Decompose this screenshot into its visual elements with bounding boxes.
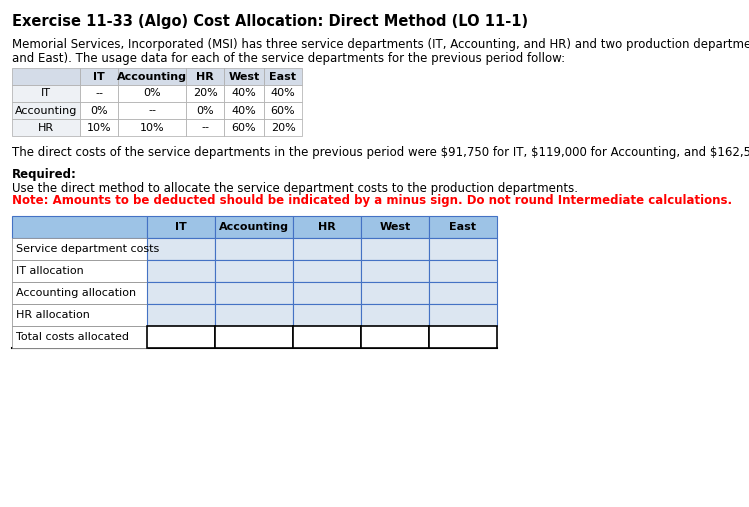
Text: --: -- — [201, 123, 209, 132]
Text: HR: HR — [318, 222, 336, 232]
Text: HR allocation: HR allocation — [16, 310, 90, 320]
Text: The direct costs of the service departments in the previous period were $91,750 : The direct costs of the service departme… — [12, 146, 749, 159]
Text: Total costs allocated: Total costs allocated — [16, 332, 129, 342]
Text: --: -- — [148, 105, 156, 116]
Text: IT: IT — [93, 71, 105, 82]
Text: 40%: 40% — [231, 105, 256, 116]
Text: Use the direct method to allocate the service department costs to the production: Use the direct method to allocate the se… — [12, 182, 578, 195]
Text: West: West — [228, 71, 260, 82]
Text: 60%: 60% — [270, 105, 295, 116]
Text: Accounting: Accounting — [219, 222, 289, 232]
Text: Exercise 11-33 (Algo) Cost Allocation: Direct Method (LO 11-1): Exercise 11-33 (Algo) Cost Allocation: D… — [12, 14, 528, 29]
Text: 0%: 0% — [90, 105, 108, 116]
Text: IT: IT — [175, 222, 187, 232]
Text: Note: Amounts to be deducted should be indicated by a minus sign. Do not round I: Note: Amounts to be deducted should be i… — [12, 194, 732, 207]
Text: 40%: 40% — [270, 89, 295, 98]
Text: Memorial Services, Incorporated (MSI) has three service departments (IT, Account: Memorial Services, Incorporated (MSI) ha… — [12, 38, 749, 51]
Text: 60%: 60% — [231, 123, 256, 132]
Text: 0%: 0% — [143, 89, 161, 98]
Text: 10%: 10% — [139, 123, 164, 132]
Text: IT allocation: IT allocation — [16, 266, 84, 276]
Text: 20%: 20% — [270, 123, 295, 132]
Text: East: East — [270, 71, 297, 82]
Text: 10%: 10% — [87, 123, 112, 132]
Text: Accounting: Accounting — [15, 105, 77, 116]
Text: East: East — [449, 222, 476, 232]
Text: Required:: Required: — [12, 168, 77, 181]
Text: 40%: 40% — [231, 89, 256, 98]
Text: Accounting: Accounting — [117, 71, 187, 82]
Text: --: -- — [95, 89, 103, 98]
Text: HR: HR — [38, 123, 54, 132]
Text: and East). The usage data for each of the service departments for the previous p: and East). The usage data for each of th… — [12, 52, 565, 65]
Text: HR: HR — [196, 71, 214, 82]
Text: 20%: 20% — [192, 89, 217, 98]
Text: 0%: 0% — [196, 105, 213, 116]
Text: IT: IT — [41, 89, 51, 98]
Text: Service department costs: Service department costs — [16, 244, 160, 254]
Text: West: West — [380, 222, 410, 232]
Text: Accounting allocation: Accounting allocation — [16, 288, 136, 298]
